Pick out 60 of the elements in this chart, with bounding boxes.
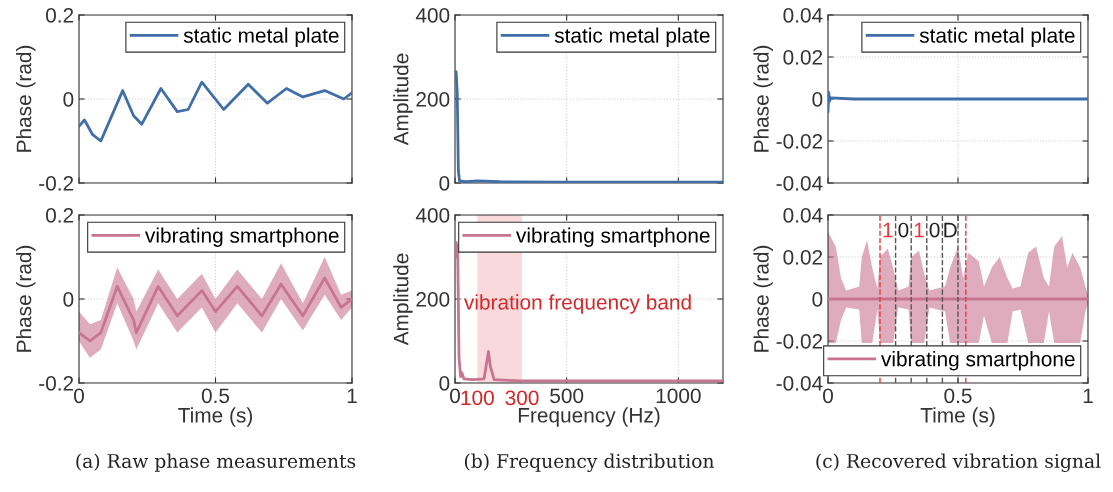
x-tick-label: 0.5 — [944, 388, 972, 404]
annotation: 0 — [898, 222, 909, 238]
legend-label: vibrating smartphone — [145, 227, 339, 247]
y-tick-label: 0.02 — [783, 250, 823, 265]
y-tick-label: -0.04 — [776, 376, 823, 391]
annotation: 1 — [914, 222, 924, 238]
x-axis-title: Time (s) — [920, 407, 995, 427]
y-tick-label: 0.2 — [45, 208, 74, 223]
legend-label: static metal plate — [919, 27, 1075, 47]
y-axis-title: Amplitude — [393, 53, 413, 146]
x-tick-label: 0 — [74, 388, 84, 404]
y-tick-label: 200 — [416, 292, 450, 307]
x-axis-title: Frequency (Hz) — [518, 407, 660, 427]
legend-label: static metal plate — [183, 27, 339, 47]
y-tick-label: 0.04 — [783, 8, 823, 23]
y-tick-label: -0.2 — [39, 176, 74, 191]
y-tick-label: 400 — [415, 8, 450, 23]
x-tick-label: 1 — [1083, 388, 1093, 403]
annotation: D — [944, 222, 957, 238]
legend-label: vibrating smartphone — [516, 227, 710, 247]
y-tick-label: 400 — [415, 208, 450, 223]
y-tick-label: 0.2 — [45, 8, 74, 23]
x-tick-label: 500 — [550, 388, 584, 404]
band-label: vibration frequency band — [464, 294, 691, 314]
text: (a) Raw phase measurements — [76, 453, 356, 472]
y-tick-label: 200 — [416, 92, 450, 107]
annotation: 300 — [505, 390, 539, 406]
line-series — [79, 80, 352, 143]
y-tick-label: -0.02 — [776, 334, 823, 349]
x-tick-label: 0 — [450, 388, 460, 404]
legend-label: vibrating smartphone — [881, 351, 1075, 371]
y-axis-title: Phase (rad) — [16, 45, 36, 152]
annotation: 100 — [461, 390, 494, 406]
y-tick-label: 0 — [439, 176, 450, 191]
y-tick-label: 0 — [63, 92, 74, 107]
y-tick-label: -0.04 — [776, 176, 823, 191]
line-series — [828, 91, 1088, 113]
y-tick-label: 0 — [63, 292, 74, 307]
y-axis-title: Amplitude — [393, 253, 413, 346]
legend-label: static metal plate — [554, 27, 710, 47]
y-tick-label: -0.2 — [39, 376, 74, 391]
y-axis-title: Phase (rad) — [753, 45, 773, 152]
y-tick-label: -0.02 — [776, 134, 823, 149]
text: (b) Frequency distribution — [464, 453, 714, 472]
text: (c) Recovered vibration signal — [816, 453, 1101, 472]
y-axis-title: Phase (rad) — [16, 245, 36, 352]
y-tick-label: 0.02 — [783, 50, 823, 65]
x-tick-label: 0.5 — [201, 388, 230, 404]
annotation: 0 — [929, 222, 940, 238]
annotation: 1 — [883, 222, 893, 238]
y-tick-label: 0 — [812, 92, 823, 107]
line-series — [79, 276, 352, 343]
x-axis-title: Time (s) — [178, 407, 253, 427]
y-tick-label: 0.04 — [783, 208, 823, 223]
y-tick-label: 0 — [439, 376, 450, 391]
y-axis-title: Phase (rad) — [753, 245, 773, 352]
y-tick-label: 0 — [812, 292, 823, 307]
x-tick-label: 0 — [823, 388, 833, 404]
x-tick-label: 1000 — [656, 388, 701, 404]
x-tick-label: 1 — [347, 388, 357, 403]
